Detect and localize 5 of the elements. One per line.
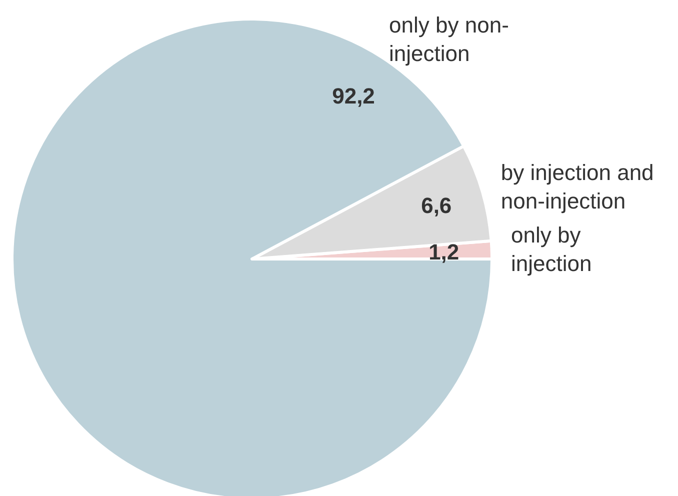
data-label: 1,2: [428, 239, 460, 264]
data-label: 92,2: [332, 84, 375, 109]
slice-label: only by injection: [511, 222, 592, 276]
slice-label: only by non-injection: [389, 12, 509, 66]
data-label: 6,6: [421, 192, 452, 218]
